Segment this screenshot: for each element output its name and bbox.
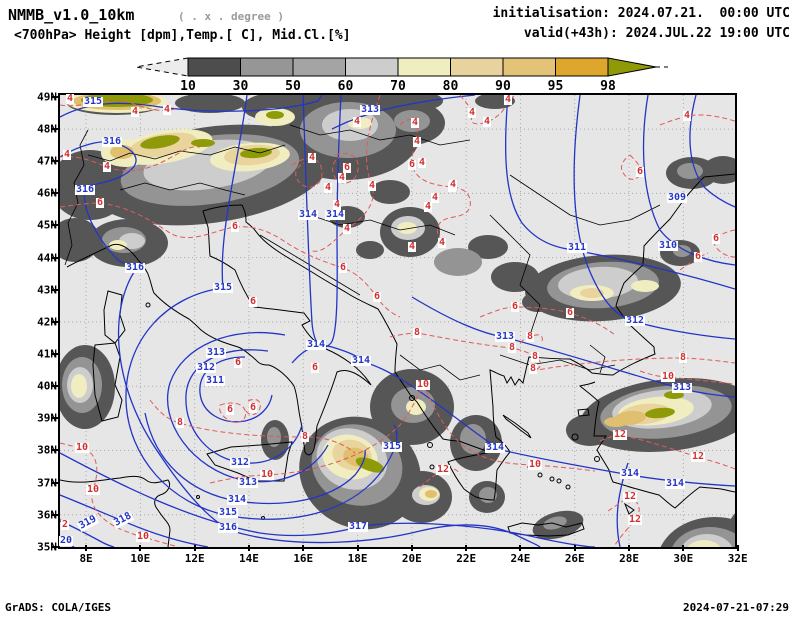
init-time-label: initialisation: 2024.07.21. 00:00 UTC — [492, 6, 790, 21]
lat-tick — [51, 288, 58, 291]
lat-tick — [51, 160, 58, 163]
lon-label: 32E — [727, 552, 748, 565]
creation-timestamp: 2024-07-21-07:29 — [683, 601, 789, 614]
lat-tick — [51, 95, 58, 98]
lon-label: 30E — [673, 552, 694, 565]
lat-label: 47N — [37, 154, 57, 168]
lon-tick — [628, 545, 631, 551]
lat-label: 46N — [37, 186, 57, 200]
country-borders — [64, 124, 661, 381]
lon-label: 18E — [347, 552, 368, 565]
lat-tick — [51, 417, 58, 420]
lat-tick — [51, 256, 58, 259]
coastlines — [60, 173, 735, 547]
lon-label: 12E — [184, 552, 205, 565]
grads-credit: GrADS: COLA/IGES — [5, 601, 111, 614]
lon-label: 8E — [79, 552, 93, 565]
lon-tick — [519, 545, 522, 551]
lon-tick — [465, 545, 468, 551]
colorbar-tick-label: 30 — [233, 79, 249, 93]
field-title: <700hPa> Height [dpm],Temp.[ C], Mid.Cl.… — [14, 28, 351, 43]
lat-tick — [51, 128, 58, 131]
lon-label: 10E — [130, 552, 151, 565]
colorbar-segment — [187, 57, 241, 77]
lat-label: 42N — [37, 315, 57, 329]
lat-label: 37N — [37, 476, 57, 490]
lon-tick — [356, 545, 359, 551]
lon-tick — [139, 545, 142, 551]
lon-tick — [736, 545, 739, 551]
lon-tick — [410, 545, 413, 551]
lat-tick — [51, 320, 58, 323]
colorbar-tick-label: 70 — [390, 79, 406, 93]
lon-tick — [302, 545, 305, 551]
lat-label: 45N — [37, 218, 57, 232]
weather-map: 315 313 316 316 314 314 316 315 309 310 311 312 313 3… — [58, 93, 737, 549]
colorbar-tick-label: 50 — [285, 79, 301, 93]
lat-tick — [51, 224, 58, 227]
lat-tick — [51, 385, 58, 388]
lon-tick — [682, 545, 685, 551]
valid-time-label: valid(+43h): 2024.JUL.22 19:00 UTC — [523, 26, 790, 41]
colorbar-tick-label: 90 — [495, 79, 511, 93]
lon-label: 24E — [510, 552, 531, 565]
lat-label: 43N — [37, 283, 57, 297]
lat-tick — [51, 449, 58, 452]
lat-label: 38N — [37, 443, 57, 457]
colorbar-tick-label: 80 — [443, 79, 459, 93]
lat-tick — [51, 545, 58, 548]
lat-label: 35N — [37, 540, 57, 554]
lat-tick — [51, 192, 58, 195]
colorbar-tick-label: 10 — [180, 79, 196, 93]
lat-tick — [51, 481, 58, 484]
lon-label: 28E — [619, 552, 639, 565]
colorbar-segment — [450, 57, 504, 77]
colorbar-segment — [555, 57, 609, 77]
lat-label: 49N — [37, 90, 57, 104]
lon-tick — [573, 545, 576, 551]
lon-label: 16E — [293, 552, 314, 565]
lat-label: 40N — [37, 379, 57, 393]
lat-label: 48N — [37, 122, 57, 136]
lon-tick — [85, 545, 88, 551]
colorbar-tick-label: 98 — [600, 79, 616, 93]
cloud-cover-colorbar: 10 30 50 60 70 80 90 95 98 — [135, 57, 670, 93]
lat-label: 36N — [37, 508, 57, 522]
colorbar-segment — [502, 57, 556, 77]
degree-note: ( . x . degree ) — [178, 10, 284, 23]
model-title: NMMB_v1.0_10km — [8, 6, 135, 24]
colorbar-segment — [240, 57, 294, 77]
colorbar-segment — [397, 57, 451, 77]
under-range-arrow — [135, 57, 189, 77]
lon-tick — [247, 545, 250, 551]
lon-label: 26E — [564, 552, 585, 565]
lat-label: 41N — [37, 347, 57, 361]
lat-tick — [51, 353, 58, 356]
colorbar-segment — [292, 57, 346, 77]
colorbar-tick-label: 60 — [338, 79, 354, 93]
lon-label: 14E — [239, 552, 259, 565]
lon-label: 20E — [401, 552, 422, 565]
lat-label: 39N — [37, 411, 57, 425]
lat-label: 44N — [37, 251, 57, 265]
colorbar-tick-label: 95 — [548, 79, 564, 93]
over-range-arrow — [607, 57, 657, 77]
colorbar-segment — [345, 57, 399, 77]
map-canvas — [60, 95, 735, 547]
lon-tick — [193, 545, 196, 551]
lon-label: 22E — [456, 552, 477, 565]
lat-tick — [51, 513, 58, 516]
